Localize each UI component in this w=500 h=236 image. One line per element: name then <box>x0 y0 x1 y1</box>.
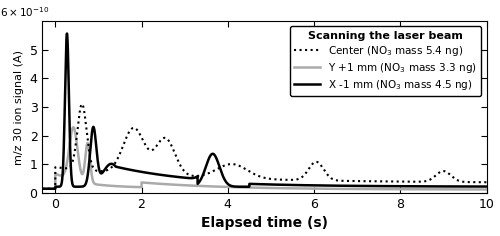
Line: X -1 mm (NO$_3$ mass 4.5 ng): X -1 mm (NO$_3$ mass 4.5 ng) <box>42 34 486 189</box>
Y +1 mm (NO$_3$ mass 3.3 ng) <box>302 187 308 190</box>
X -1 mm (NO$_3$ mass 4.5 ng) <box>200 173 206 176</box>
Center (NO$_3$ mass 5.4 ng) <box>484 181 490 184</box>
Center (NO$_3$ mass 5.4 ng) <box>322 169 328 172</box>
Y +1 mm (NO$_3$ mass 3.3 ng) <box>322 187 328 190</box>
Center (NO$_3$ mass 5.4 ng) <box>200 173 206 176</box>
Y +1 mm (NO$_3$ mass 3.3 ng) <box>368 188 374 190</box>
Center (NO$_3$ mass 5.4 ng) <box>62 167 68 170</box>
Center (NO$_3$ mass 5.4 ng) <box>392 180 398 183</box>
Y +1 mm (NO$_3$ mass 3.3 ng) <box>62 171 68 173</box>
X -1 mm (NO$_3$ mass 4.5 ng) <box>62 108 68 111</box>
Y +1 mm (NO$_3$ mass 3.3 ng) <box>484 188 490 191</box>
Legend: Center (NO$_3$ mass 5.4 ng), Y +1 mm (NO$_3$ mass 3.3 ng), X -1 mm (NO$_3$ mass : Center (NO$_3$ mass 5.4 ng), Y +1 mm (NO… <box>290 26 482 96</box>
X -1 mm (NO$_3$ mass 4.5 ng) <box>484 185 490 188</box>
Y-axis label: m/z 30 ion signal (A): m/z 30 ion signal (A) <box>14 50 24 164</box>
X -1 mm (NO$_3$ mass 4.5 ng) <box>368 185 374 187</box>
Center (NO$_3$ mass 5.4 ng) <box>368 180 374 183</box>
X -1 mm (NO$_3$ mass 4.5 ng) <box>392 185 398 188</box>
X -1 mm (NO$_3$ mass 4.5 ng) <box>302 184 308 187</box>
Y +1 mm (NO$_3$ mass 3.3 ng) <box>200 185 206 188</box>
X -1 mm (NO$_3$ mass 4.5 ng) <box>40 187 46 190</box>
Center (NO$_3$ mass 5.4 ng) <box>302 173 308 175</box>
X -1 mm (NO$_3$ mass 4.5 ng) <box>64 32 70 35</box>
Center (NO$_3$ mass 5.4 ng) <box>40 187 46 190</box>
Y +1 mm (NO$_3$ mass 3.3 ng) <box>392 188 398 191</box>
Line: Y +1 mm (NO$_3$ mass 3.3 ng): Y +1 mm (NO$_3$ mass 3.3 ng) <box>42 127 486 190</box>
Text: $6\times10^{-10}$: $6\times10^{-10}$ <box>0 6 50 19</box>
Center (NO$_3$ mass 5.4 ng) <box>79 103 85 105</box>
X -1 mm (NO$_3$ mass 4.5 ng) <box>322 184 328 187</box>
Line: Center (NO$_3$ mass 5.4 ng): Center (NO$_3$ mass 5.4 ng) <box>42 104 486 189</box>
X-axis label: Elapsed time (s): Elapsed time (s) <box>201 216 328 230</box>
Y +1 mm (NO$_3$ mass 3.3 ng) <box>70 126 76 129</box>
Y +1 mm (NO$_3$ mass 3.3 ng) <box>40 187 46 190</box>
